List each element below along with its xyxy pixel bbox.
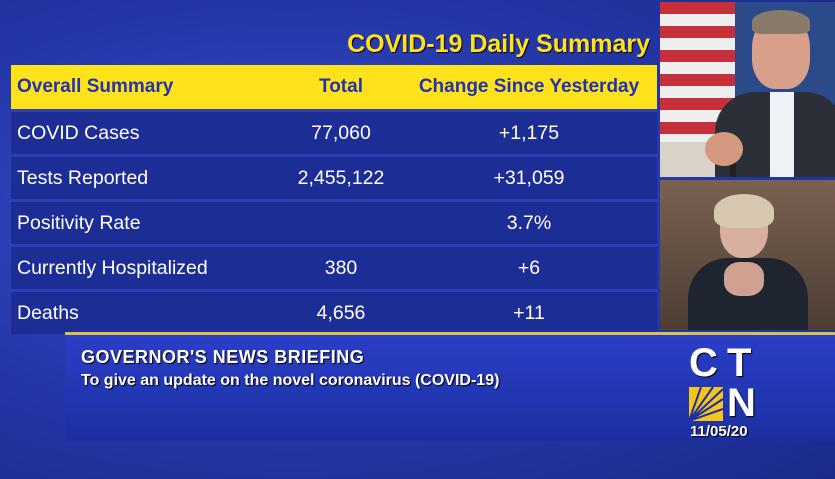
ctn-logo: C T N [687,343,767,423]
briefing-subtitle: To give an update on the novel coronavir… [81,372,500,389]
speaker-shirt [770,92,794,177]
row-change: +1,175 [401,109,657,156]
row-label: Positivity Rate [11,199,281,246]
logo-letter-t: T [727,341,752,385]
summary-title: COVID-19 Daily Summary [347,30,650,58]
row-change: +6 [401,244,657,291]
logo-letter-n: N [727,381,756,425]
table-row: Currently Hospitalized 380 +6 [11,244,657,291]
lower-third-banner: GOVERNOR'S NEWS BRIEFING To give an upda… [65,332,835,441]
row-total: 4,656 [281,289,401,334]
row-total [281,199,401,246]
speaker-video [660,2,835,177]
row-change: +31,059 [401,154,657,201]
row-label: Tests Reported [11,154,281,201]
briefing-headline: GOVERNOR'S NEWS BRIEFING [81,347,365,367]
interpreter-video [660,180,835,330]
interpreter-hair [714,194,774,228]
table-row: Tests Reported 2,455,122 +31,059 [11,154,657,201]
row-total: 2,455,122 [281,154,401,201]
speaker-hair [752,10,810,34]
summary-table: Overall Summary Total Change Since Yeste… [11,65,657,334]
row-label: Currently Hospitalized [11,244,281,291]
row-label: COVID Cases [11,109,281,156]
header-overall-summary: Overall Summary [11,65,281,111]
row-change: 3.7% [401,199,657,246]
speaker-hand [705,132,743,166]
summary-header-row: Overall Summary Total Change Since Yeste… [11,65,657,111]
row-total: 77,060 [281,109,401,156]
row-change: +11 [401,289,657,334]
table-row: COVID Cases 77,060 +1,175 [11,109,657,156]
row-total: 380 [281,244,401,291]
broadcast-date: 11/05/20 [690,423,748,440]
logo-letter-c: C [689,341,718,385]
interpreter-hands [724,262,764,296]
sunburst-icon [688,386,724,422]
table-row: Deaths 4,656 +11 [11,289,657,334]
header-change: Change Since Yesterday [401,65,657,111]
table-row: Positivity Rate 3.7% [11,199,657,246]
row-label: Deaths [11,289,281,334]
header-total: Total [281,65,401,111]
